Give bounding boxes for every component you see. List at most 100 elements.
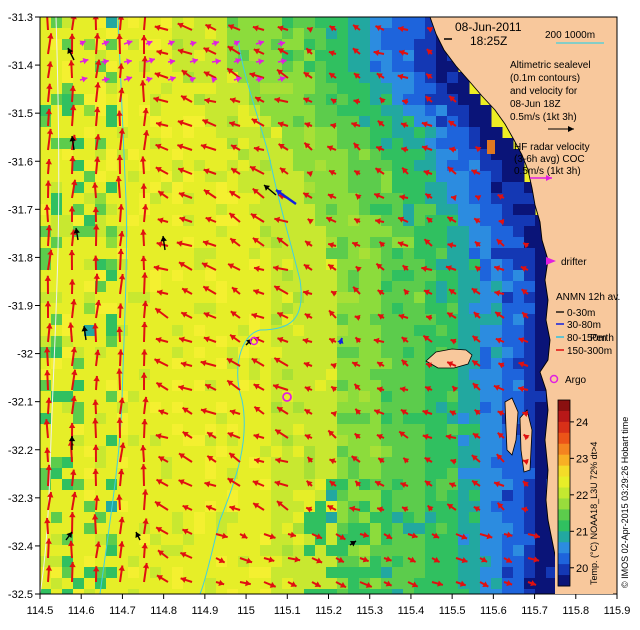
sst-cell [62, 281, 74, 293]
sst-cell [51, 61, 63, 73]
sst-cell [150, 567, 162, 579]
sst-cell [326, 512, 338, 524]
x-tick-label: 114.8 [150, 605, 177, 617]
sst-cell [282, 116, 294, 128]
altimetric-arrow [497, 410, 505, 417]
sst-cell [51, 116, 63, 128]
sst-cell [524, 270, 536, 282]
hf-radar-arrow [211, 40, 220, 47]
sst-cell [271, 83, 283, 95]
sst-cell [161, 523, 173, 535]
altimetric-arrow [401, 146, 409, 153]
sst-cell [381, 127, 393, 139]
sst-cell [51, 501, 63, 513]
sst-cell [293, 171, 305, 183]
sst-cell [524, 248, 536, 260]
altimetric-arrow [424, 192, 433, 200]
sst-cell [172, 182, 184, 194]
sst-cell [491, 325, 503, 337]
sst-cell [282, 391, 294, 403]
sst-cell [172, 402, 184, 414]
sst-cell [337, 501, 349, 513]
sst-cell [315, 105, 327, 117]
sst-cell [381, 523, 393, 535]
altimetric-arrow [375, 25, 385, 32]
sst-cell [370, 303, 382, 315]
sst-cell [172, 149, 184, 161]
sst-cell [73, 270, 85, 282]
altimetric-arrow [302, 192, 313, 199]
sst-cell [315, 270, 327, 282]
altimetric-arrow [273, 285, 289, 295]
sst-cell [161, 281, 173, 293]
sst-cell [117, 413, 129, 425]
sst-cell [161, 391, 173, 403]
sst-cell [40, 468, 52, 480]
y-tick-label: -32.1 [8, 397, 33, 409]
altimetric-arrow [424, 385, 433, 392]
sst-cell [337, 83, 349, 95]
sst-cell [84, 160, 96, 172]
sst-cell [106, 28, 118, 40]
sst-cell [227, 226, 239, 238]
sst-cell [315, 149, 327, 161]
altimetric-arrow [407, 532, 418, 539]
altimetric-arrow [200, 360, 217, 367]
sst-cell [304, 578, 316, 590]
sst-cell [469, 402, 481, 414]
sst-cell [161, 39, 173, 51]
sst-cell [535, 237, 547, 249]
altimetric-arrow [45, 180, 52, 199]
altimetric-arrow [118, 273, 126, 295]
sst-cell [205, 336, 217, 348]
sst-cell [359, 72, 371, 84]
hf-radar-arrow [277, 58, 287, 65]
sst-cell [205, 490, 217, 502]
sst-cell [524, 490, 536, 502]
sst-cell [359, 446, 371, 458]
sst-cell [73, 545, 85, 557]
sst-cell [403, 270, 415, 282]
sst-cell [106, 248, 118, 260]
sst-cell [62, 105, 74, 117]
sst-cell [337, 435, 349, 447]
altimetric-arrow [447, 242, 457, 249]
sst-cell [502, 501, 514, 513]
sst-cell [161, 17, 173, 29]
altimetric-arrow [206, 431, 217, 439]
altimetric-arrow [117, 63, 125, 79]
sst-cell [458, 402, 470, 414]
altimetric-arrow [401, 359, 409, 367]
sst-cell [370, 270, 382, 282]
sst-cell [106, 578, 118, 590]
altimetric-arrow [251, 357, 265, 367]
sst-cell [414, 380, 426, 392]
sst-cell [227, 149, 239, 161]
sst-cell [513, 314, 525, 326]
sst-cell [524, 182, 536, 194]
sst-cell [524, 556, 536, 568]
altimetric-arrow [276, 311, 289, 319]
sst-cell [425, 116, 437, 128]
sst-cell [139, 589, 151, 594]
sst-cell [381, 391, 393, 403]
altimetric-arrow [304, 312, 313, 320]
anmn-arrow [68, 436, 76, 450]
sst-cell [381, 149, 393, 161]
sst-cell [403, 556, 415, 568]
sst-cell [304, 501, 316, 513]
sst-cell [348, 83, 360, 95]
sst-cell [315, 578, 327, 590]
sst-cell [172, 94, 184, 106]
sst-cell [337, 457, 349, 469]
sst-cell [271, 248, 283, 260]
sst-cell [117, 479, 129, 491]
sst-cell [282, 94, 294, 106]
sst-cell [161, 28, 173, 40]
sst-cell [425, 424, 437, 436]
altimetric-arrow [141, 321, 148, 343]
sst-cell [359, 116, 371, 128]
colorbar-cell [558, 564, 570, 576]
sst-cell [348, 127, 360, 139]
sst-cell [491, 171, 503, 183]
